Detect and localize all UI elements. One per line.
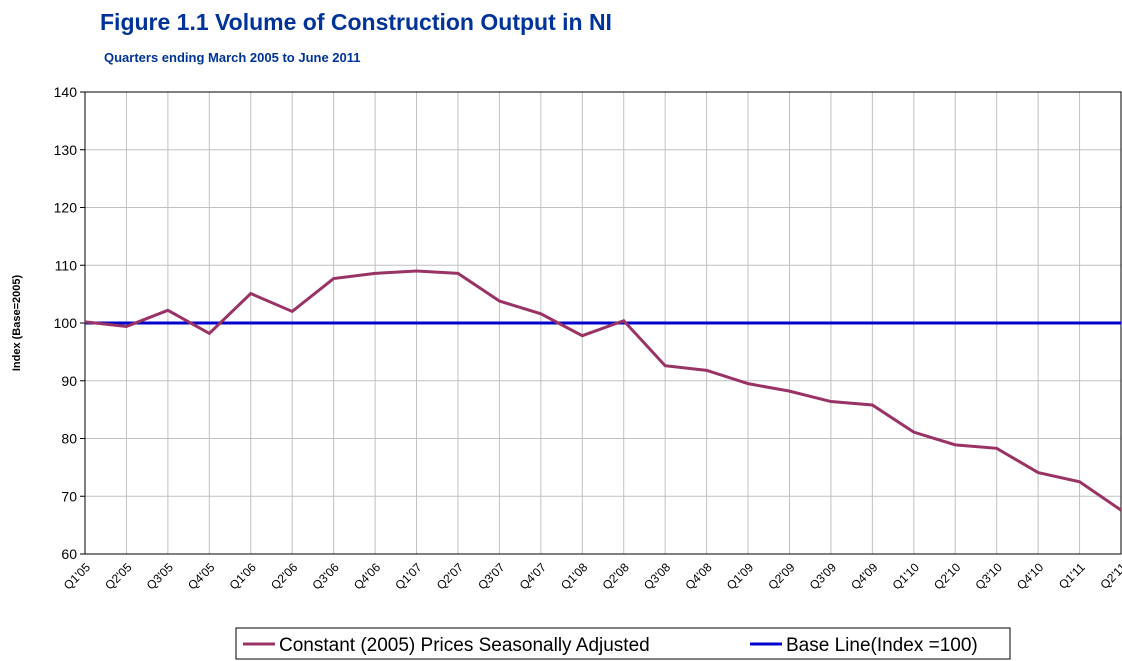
x-tick-label: Q2'09 xyxy=(765,560,798,593)
y-tick-label: 110 xyxy=(55,257,78,273)
x-tick-label: Q4'09 xyxy=(848,560,881,593)
x-tick-label: Q2'10 xyxy=(931,560,964,593)
x-tick-label: Q3'08 xyxy=(641,560,674,593)
x-tick-label: Q2'06 xyxy=(268,560,301,593)
series-line xyxy=(84,269,1122,512)
x-tick-label: Q1'11 xyxy=(1056,560,1088,592)
y-tick-label: 70 xyxy=(61,488,77,504)
y-tick-label: 130 xyxy=(54,142,78,158)
x-tick-label: Q3'09 xyxy=(807,560,840,593)
y-tick-label: 80 xyxy=(61,431,77,447)
x-tick-label: Q3'06 xyxy=(309,560,342,593)
x-tick-label: Q3'10 xyxy=(973,560,1006,593)
chart-title: Figure 1.1 Volume of Construction Output… xyxy=(100,9,612,35)
x-tick-label: Q1'07 xyxy=(392,560,425,593)
x-tick-label: Q4'10 xyxy=(1014,560,1047,593)
x-tick-label: Q1'05 xyxy=(61,560,94,593)
x-tick-label: Q4'05 xyxy=(185,560,218,593)
x-tick-label: Q1'08 xyxy=(558,560,591,593)
x-tick-label: Q1'10 xyxy=(890,560,923,593)
y-tick-label: 100 xyxy=(54,315,78,331)
x-tick-label: Q1'09 xyxy=(724,560,757,593)
x-tick-label: Q1'06 xyxy=(227,560,260,593)
y-tick-label: 60 xyxy=(61,546,77,562)
x-tick-label: Q4'08 xyxy=(682,560,715,593)
legend-label: Base Line(Index =100) xyxy=(786,635,978,656)
legend-label: Constant (2005) Prices Seasonally Adjust… xyxy=(279,635,650,656)
legend-box xyxy=(235,627,1011,660)
y-axis-label: Index (Base=2005) xyxy=(11,275,23,372)
y-tick-label: 120 xyxy=(54,200,78,216)
x-tick-label: Q2'11 xyxy=(1097,560,1122,592)
y-tick-label: 90 xyxy=(61,373,77,389)
x-tick-label: Q3'07 xyxy=(475,560,508,593)
x-tick-label: Q3'05 xyxy=(144,560,177,593)
x-tick-label: Q2'05 xyxy=(102,560,135,593)
x-tick-label: Q4'06 xyxy=(351,560,384,593)
x-tick-label: Q4'07 xyxy=(517,560,550,593)
y-tick-label: 140 xyxy=(54,84,78,100)
x-tick-label: Q2'08 xyxy=(600,560,633,593)
chart-subtitle: Quarters ending March 2005 to June 2011 xyxy=(104,50,361,65)
x-tick-label: Q2'07 xyxy=(434,560,467,593)
